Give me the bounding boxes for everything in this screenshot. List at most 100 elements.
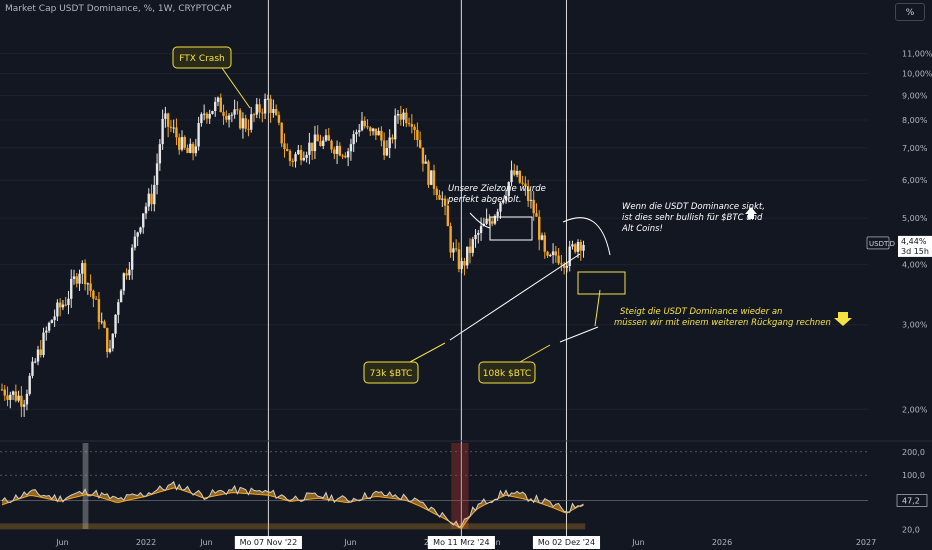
candle-body: [435, 188, 438, 195]
candle-body: [355, 132, 358, 135]
candle-body: [186, 147, 189, 153]
y-tick-label: 3,00%: [902, 321, 928, 330]
btc-108k-callout-box: [478, 361, 536, 384]
candle-body: [108, 348, 112, 353]
candle-body: [443, 198, 447, 206]
candle: [380, 126, 383, 147]
candle: [36, 345, 40, 366]
candle-body: [496, 211, 499, 216]
candle: [427, 159, 430, 188]
candle: [252, 112, 256, 123]
candle-body: [363, 120, 366, 127]
y-tick-label: 5,00%: [902, 214, 928, 223]
candle: [266, 94, 270, 100]
candle-body: [208, 113, 211, 119]
candle: [11, 390, 15, 401]
candle-body: [56, 302, 59, 317]
candle: [515, 165, 519, 178]
candle: [280, 122, 283, 148]
candle-body: [92, 290, 95, 299]
candle: [39, 340, 42, 358]
osc-highlight-band: [451, 443, 469, 529]
candle-body: [100, 321, 103, 323]
candle: [155, 153, 159, 195]
candle: [17, 390, 20, 403]
candle: [366, 119, 369, 130]
candle: [194, 138, 198, 157]
candle-body: [58, 302, 62, 308]
candle-body: [241, 118, 245, 129]
candle: [75, 273, 78, 288]
candle-body: [150, 193, 153, 205]
ftx-callout-box: [172, 46, 232, 69]
candle: [385, 140, 389, 157]
candle-body: [3, 389, 6, 396]
candle-body: [25, 393, 29, 405]
btc-73k-callout-box: [363, 361, 419, 384]
candle-body: [211, 110, 214, 114]
y-tick-label: 10,00%: [902, 69, 932, 78]
candle: [277, 111, 281, 126]
ftx-callout-pointer: [221, 67, 251, 109]
candle: [144, 202, 148, 220]
candle-body: [222, 112, 225, 116]
candle-body: [360, 120, 364, 131]
candle: [86, 282, 90, 295]
candle: [571, 240, 574, 250]
candle-body: [457, 249, 461, 270]
trend-line: [449, 253, 581, 341]
candle-body: [313, 134, 317, 152]
candle-body: [263, 98, 267, 114]
candle: [333, 146, 336, 160]
candle: [488, 214, 491, 226]
candle: [291, 158, 294, 167]
candle-body: [274, 109, 278, 115]
candle-body: [11, 391, 15, 395]
candle-body: [330, 140, 333, 150]
candle-body: [571, 244, 574, 247]
candle-body: [50, 320, 54, 323]
candle: [316, 125, 319, 142]
candle-body: [382, 140, 386, 156]
candle-body: [341, 155, 344, 157]
candle-body: [47, 322, 51, 331]
candle: [119, 288, 123, 303]
candle: [103, 319, 106, 329]
percent-scale-button[interactable]: %: [895, 3, 925, 21]
candle: [557, 248, 560, 266]
candle-body: [322, 140, 325, 146]
candle-body: [410, 124, 414, 127]
candle: [490, 217, 494, 227]
candle-body: [233, 109, 236, 115]
candle-body: [543, 235, 546, 252]
x-highlight-label-box: [427, 536, 495, 549]
candle-body: [499, 202, 502, 212]
candle-body: [485, 218, 488, 224]
candle: [327, 127, 330, 141]
y-tick-label: 4,00%: [902, 261, 928, 270]
candle-body: [286, 148, 289, 151]
candle: [241, 112, 245, 139]
candle-body: [352, 134, 355, 145]
candle-body: [250, 114, 253, 130]
candle: [568, 240, 571, 272]
support-line: [559, 326, 599, 343]
candle: [272, 99, 275, 118]
candle: [28, 372, 31, 396]
candle: [161, 109, 164, 150]
candle-body: [310, 142, 314, 152]
candle-body: [117, 302, 120, 315]
btc-108k-pointer: [519, 344, 551, 363]
candle: [299, 145, 303, 166]
candle: [565, 262, 569, 273]
candle-body: [94, 298, 98, 300]
candle: [166, 112, 170, 138]
zielzone-note: Unsere Zielzone wurde perfekt abgeholt.: [447, 184, 546, 205]
candle: [477, 229, 480, 244]
candle: [355, 129, 358, 143]
candle-body: [20, 395, 23, 407]
x-tick-label: 2022: [136, 538, 156, 547]
osc-bottom-band: [0, 523, 586, 530]
candle: [369, 126, 372, 137]
